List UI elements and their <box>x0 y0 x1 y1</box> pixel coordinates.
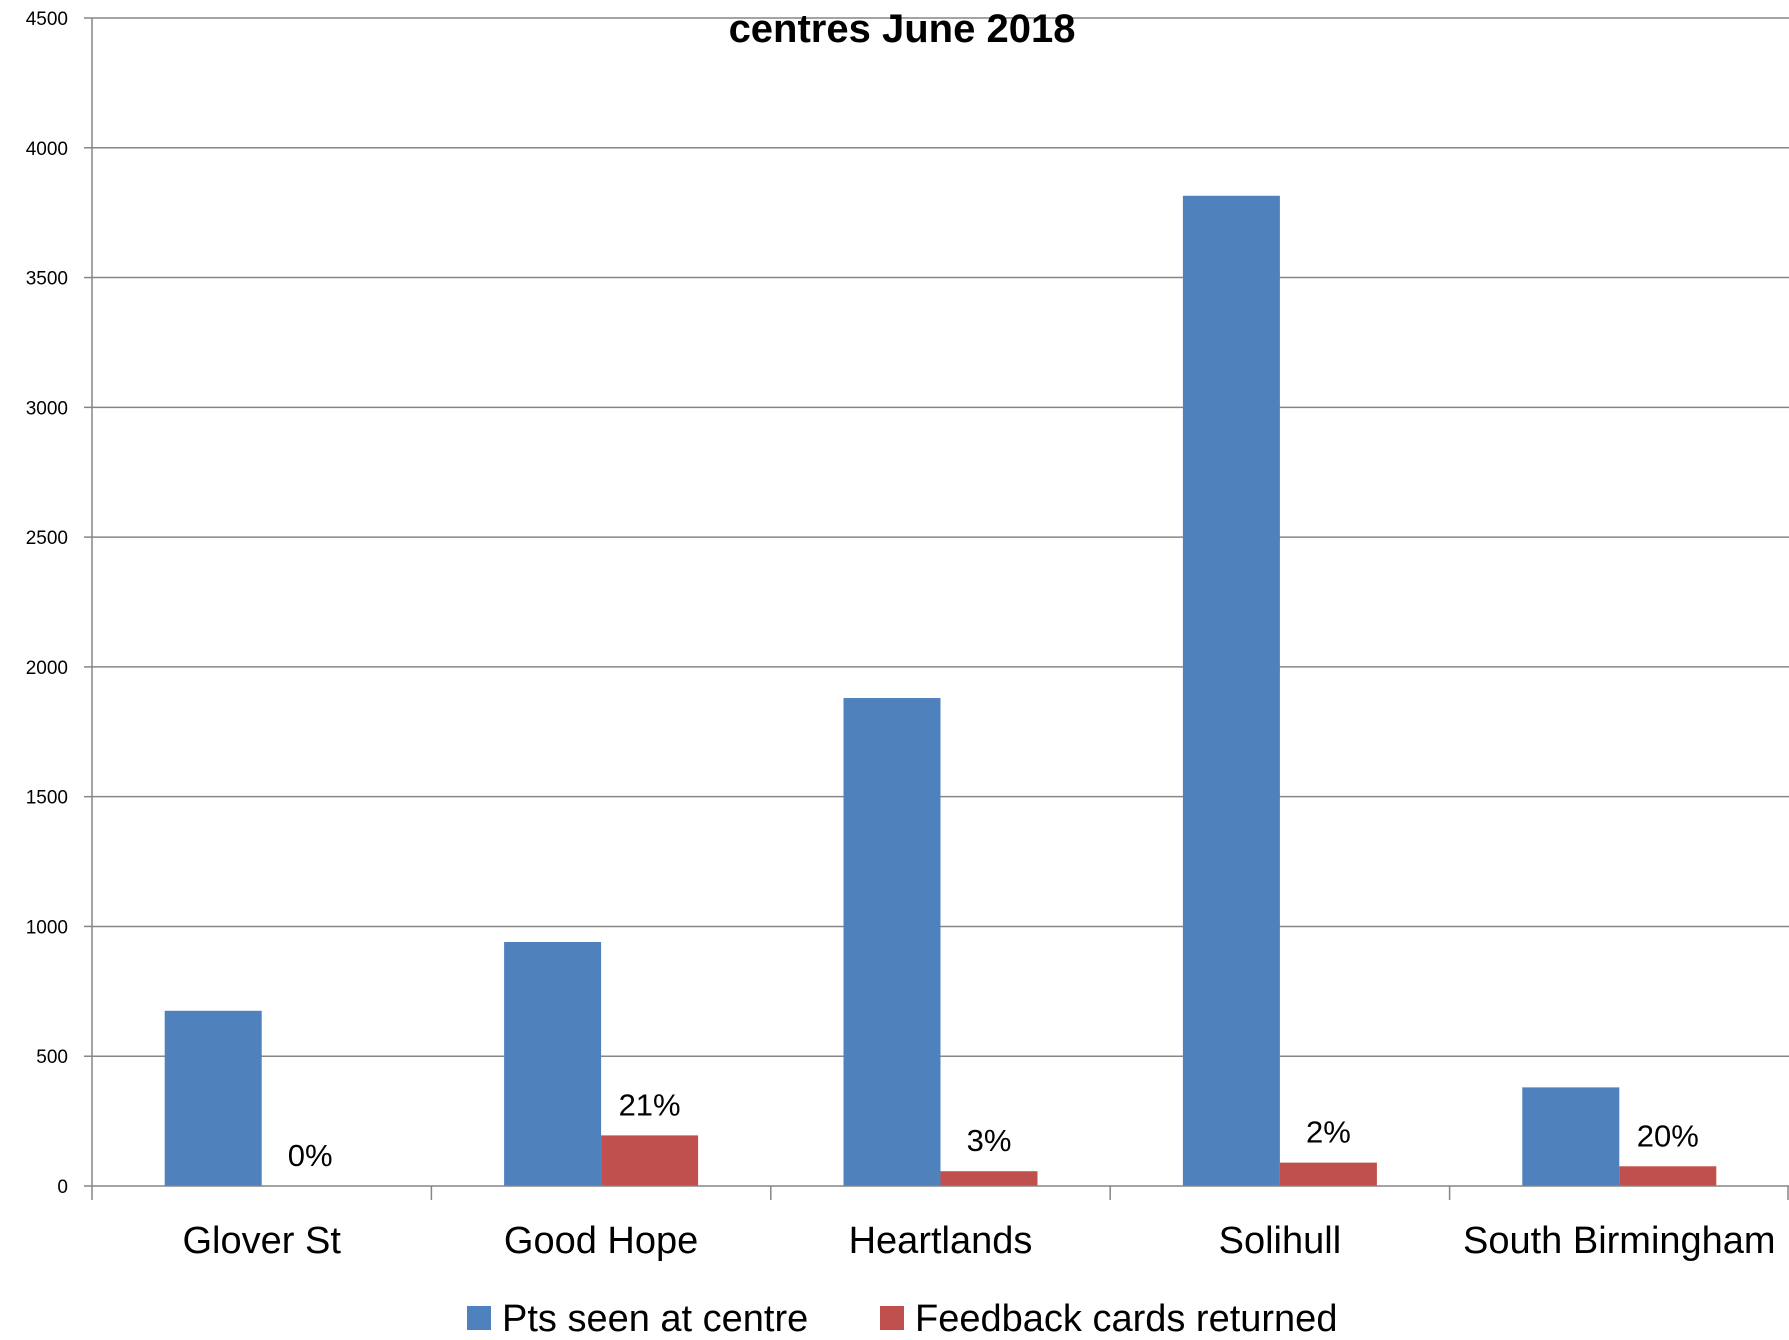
bar-pts-seen <box>504 942 602 1186</box>
y-tick-label: 1000 <box>26 917 68 938</box>
y-tick-label: 4500 <box>26 9 68 30</box>
chart-title: centres June 2018 <box>729 7 1076 51</box>
gridlines <box>92 17 1789 1057</box>
data-label: 2% <box>1306 1115 1351 1150</box>
data-label: 0% <box>288 1138 333 1173</box>
x-axis: Glover St Good Hope Heartlands Solihull Sout… <box>91 18 1789 1262</box>
legend: Pts seen at centre Feedback cards returne… <box>467 1298 1337 1340</box>
bar-feedback-cards <box>601 1135 699 1186</box>
bar-pts-seen <box>164 1010 262 1186</box>
bar-pts-seen <box>1182 195 1280 1187</box>
x-tick-label: Heartlands <box>849 1220 1033 1262</box>
y-axis-ticks: 0 500 1000 1500 2000 2500 3000 3500 4000 4500 <box>26 9 92 1198</box>
y-tick-label: 3500 <box>26 269 68 290</box>
y-tick-label: 2000 <box>26 658 68 679</box>
y-tick-label: 1500 <box>26 788 68 809</box>
x-tick-label: Glover St <box>183 1220 342 1262</box>
data-labels: 0% 21% 3% 2% 20% <box>288 1087 1699 1173</box>
x-tick-label: Good Hope <box>504 1220 698 1262</box>
bars <box>164 195 1717 1187</box>
bar-feedback-cards <box>1619 1166 1717 1186</box>
y-tick-label: 3000 <box>26 398 68 419</box>
bar-feedback-cards <box>1279 1162 1377 1186</box>
legend-label: Feedback cards returned <box>915 1298 1337 1340</box>
data-label: 20% <box>1637 1118 1699 1153</box>
legend-swatch <box>467 1306 491 1330</box>
legend-label: Pts seen at centre <box>502 1298 808 1340</box>
legend-swatch <box>880 1306 904 1330</box>
y-tick-label: 0 <box>57 1177 68 1198</box>
bar-pts-seen <box>843 698 941 1186</box>
bar-pts-seen <box>1522 1087 1620 1186</box>
bar-feedback-cards <box>940 1171 1038 1186</box>
data-label: 21% <box>619 1087 681 1122</box>
x-tick-label: South Birmingham <box>1463 1220 1776 1262</box>
y-tick-label: 2500 <box>26 528 68 549</box>
x-tick-label: Solihull <box>1219 1220 1342 1262</box>
y-tick-label: 500 <box>36 1047 68 1068</box>
data-label: 3% <box>967 1123 1012 1158</box>
y-tick-label: 4000 <box>26 139 68 160</box>
